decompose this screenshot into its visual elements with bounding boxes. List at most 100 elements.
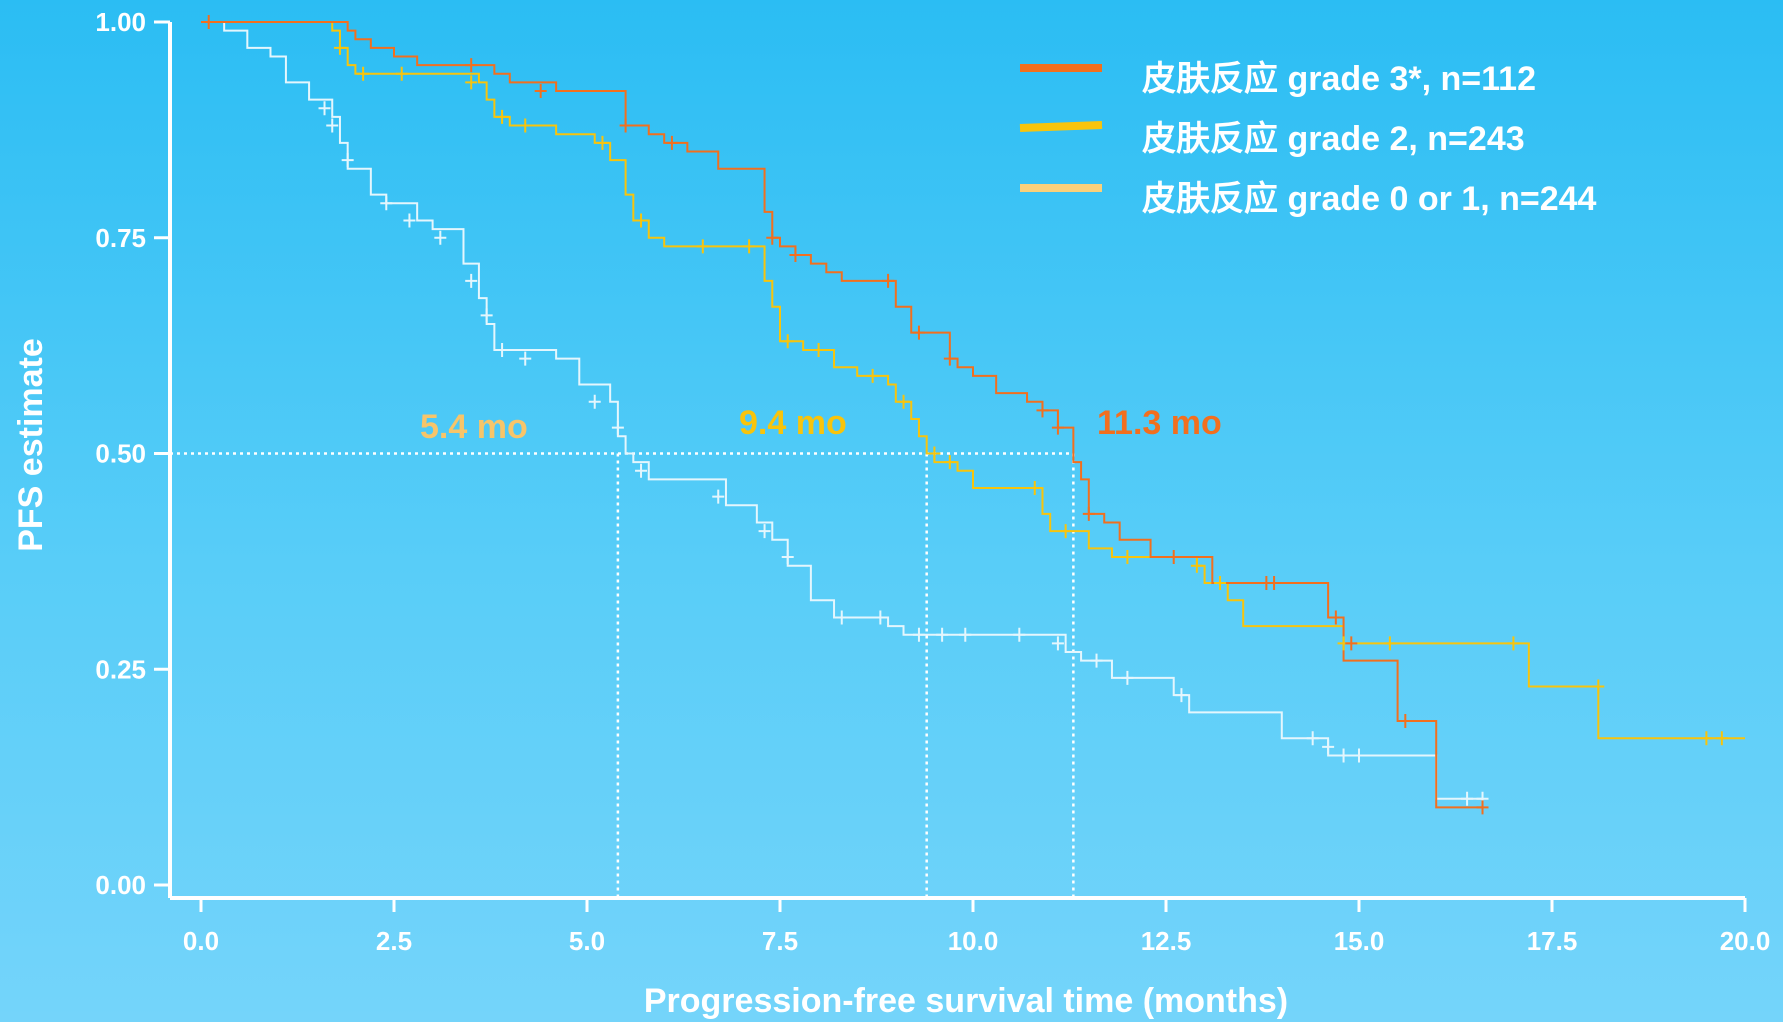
- censor-mark: [1082, 506, 1095, 521]
- censor-mark: [1461, 791, 1474, 806]
- censor-mark: [758, 524, 771, 539]
- censor-mark: [1715, 731, 1728, 746]
- censor-mark: [1592, 679, 1605, 694]
- censor-mark: [611, 420, 624, 435]
- censor-mark: [496, 109, 509, 124]
- median-reference-lines: [170, 452, 1075, 898]
- censor-mark: [1214, 575, 1227, 590]
- censor-mark: [202, 15, 215, 29]
- x-tick-label: 0.0: [183, 926, 219, 956]
- censor-mark: [1353, 748, 1365, 763]
- censor-mark: [534, 84, 547, 99]
- censor-mark: [465, 75, 478, 90]
- x-tick-label: 5.0: [569, 926, 605, 956]
- x-axis-title: Progression-free survival time (months): [644, 982, 1288, 1020]
- censor-mark: [333, 40, 346, 55]
- censor-mark: [936, 627, 949, 642]
- censor-mark: [1337, 748, 1350, 763]
- censor-mark: [1036, 403, 1049, 418]
- censor-mark: [781, 334, 794, 349]
- legend: 皮肤反应 grade 3*, n=112 皮肤反应 grade 2, n=243 皮…: [1019, 60, 1597, 218]
- censor-mark: [882, 273, 895, 288]
- censor-mark: [812, 342, 825, 357]
- axes: [168, 22, 1745, 900]
- censor-mark: [1507, 636, 1520, 651]
- x-tick-label: 2.5: [376, 926, 412, 956]
- censor-mark: [1268, 575, 1281, 590]
- censor-mark: [1175, 688, 1188, 703]
- censor-mark: [1399, 714, 1412, 729]
- censor-mark: [1476, 800, 1489, 815]
- censor-mark: [326, 118, 339, 133]
- censor-mark: [866, 368, 879, 383]
- km-curve-series-2: [201, 21, 1483, 800]
- censor-mark: [959, 627, 972, 642]
- censor-mark: [835, 610, 848, 625]
- censor-mark: [318, 101, 331, 116]
- censor-mark: [1090, 653, 1103, 668]
- censor-mark: [380, 196, 393, 211]
- censor-mark: [665, 135, 678, 150]
- censor-mark: [635, 213, 648, 228]
- x-tick-label: 20.0: [1720, 926, 1771, 956]
- censor-mark: [766, 230, 779, 245]
- censor-mark: [1329, 610, 1342, 625]
- censor-mark: [1013, 627, 1026, 642]
- x-tick-label: 15.0: [1334, 926, 1385, 956]
- censor-mark: [357, 66, 370, 81]
- censor-mark: [465, 58, 478, 73]
- median-label-series-0: 11.3 mo: [1097, 404, 1222, 442]
- censor-mark: [1051, 420, 1064, 435]
- legend-label-series-1: 皮肤反应 grade 2, n=243: [1142, 120, 1525, 158]
- censor-mark: [395, 66, 408, 81]
- censor-mark: [1322, 739, 1335, 754]
- censor-mark: [1051, 636, 1064, 651]
- legend-label-series-0: 皮肤反应 grade 3*, n=112: [1142, 60, 1536, 98]
- median-label-series-1: 9.4 mo: [739, 404, 847, 442]
- censor-mark: [928, 446, 941, 461]
- censor-mark: [496, 342, 509, 357]
- y-tick-label: 0.00: [95, 870, 146, 900]
- x-tick-label: 7.5: [762, 926, 798, 956]
- legend-swatch-series-1: [1019, 121, 1103, 132]
- censor-mark: [588, 394, 601, 409]
- x-tick-label: 12.5: [1141, 926, 1192, 956]
- censor-mark: [596, 135, 609, 150]
- censor-mark: [781, 550, 794, 565]
- censor-mark: [1121, 670, 1134, 685]
- censor-mark: [1345, 636, 1358, 651]
- censor-mark: [1121, 550, 1134, 565]
- y-axis-title: PFS estimate: [12, 338, 50, 552]
- censor-mark: [712, 489, 725, 504]
- censor-mark: [519, 351, 532, 366]
- censor-mark: [912, 627, 925, 642]
- censor-mark: [897, 394, 910, 409]
- censor-mark: [912, 325, 925, 340]
- censor-mark: [480, 308, 493, 323]
- censor-mark: [341, 153, 354, 168]
- censor-mark: [434, 230, 447, 245]
- censor-mark: [1028, 481, 1041, 496]
- censor-mark: [743, 239, 756, 254]
- legend-label-series-2: 皮肤反应 grade 0 or 1, n=244: [1142, 180, 1597, 218]
- x-tick-label: 17.5: [1527, 926, 1578, 956]
- censor-mark: [789, 248, 802, 263]
- censor-mark: [619, 118, 632, 133]
- censor-mark: [1306, 731, 1319, 746]
- median-labels: 11.3 mo 9.4 mo 5.4 mo: [420, 404, 1222, 446]
- censor-mark: [1700, 731, 1713, 746]
- censor-mark: [696, 239, 709, 254]
- censor-mark: [874, 610, 887, 625]
- y-tick-label: 0.75: [95, 223, 146, 253]
- censor-mark: [519, 118, 532, 133]
- x-tick-label: 10.0: [948, 926, 999, 956]
- y-tick-label: 0.25: [95, 654, 146, 684]
- censor-mark: [1190, 558, 1203, 573]
- y-tick-label: 0.50: [95, 439, 146, 469]
- censor-mark: [635, 463, 648, 478]
- censor-marks: [202, 15, 1728, 815]
- y-tick-label: 1.00: [95, 7, 146, 37]
- tick-group: 0.0 2.5 5.0 7.5 10.0 12.5 15.0 17.5 20.0 0.00 0.25…: [95, 7, 1770, 956]
- median-label-series-2: 5.4 mo: [420, 408, 528, 446]
